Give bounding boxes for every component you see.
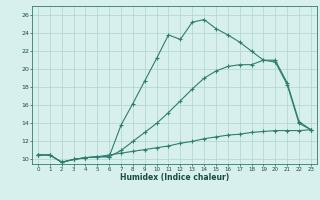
X-axis label: Humidex (Indice chaleur): Humidex (Indice chaleur) [120, 173, 229, 182]
